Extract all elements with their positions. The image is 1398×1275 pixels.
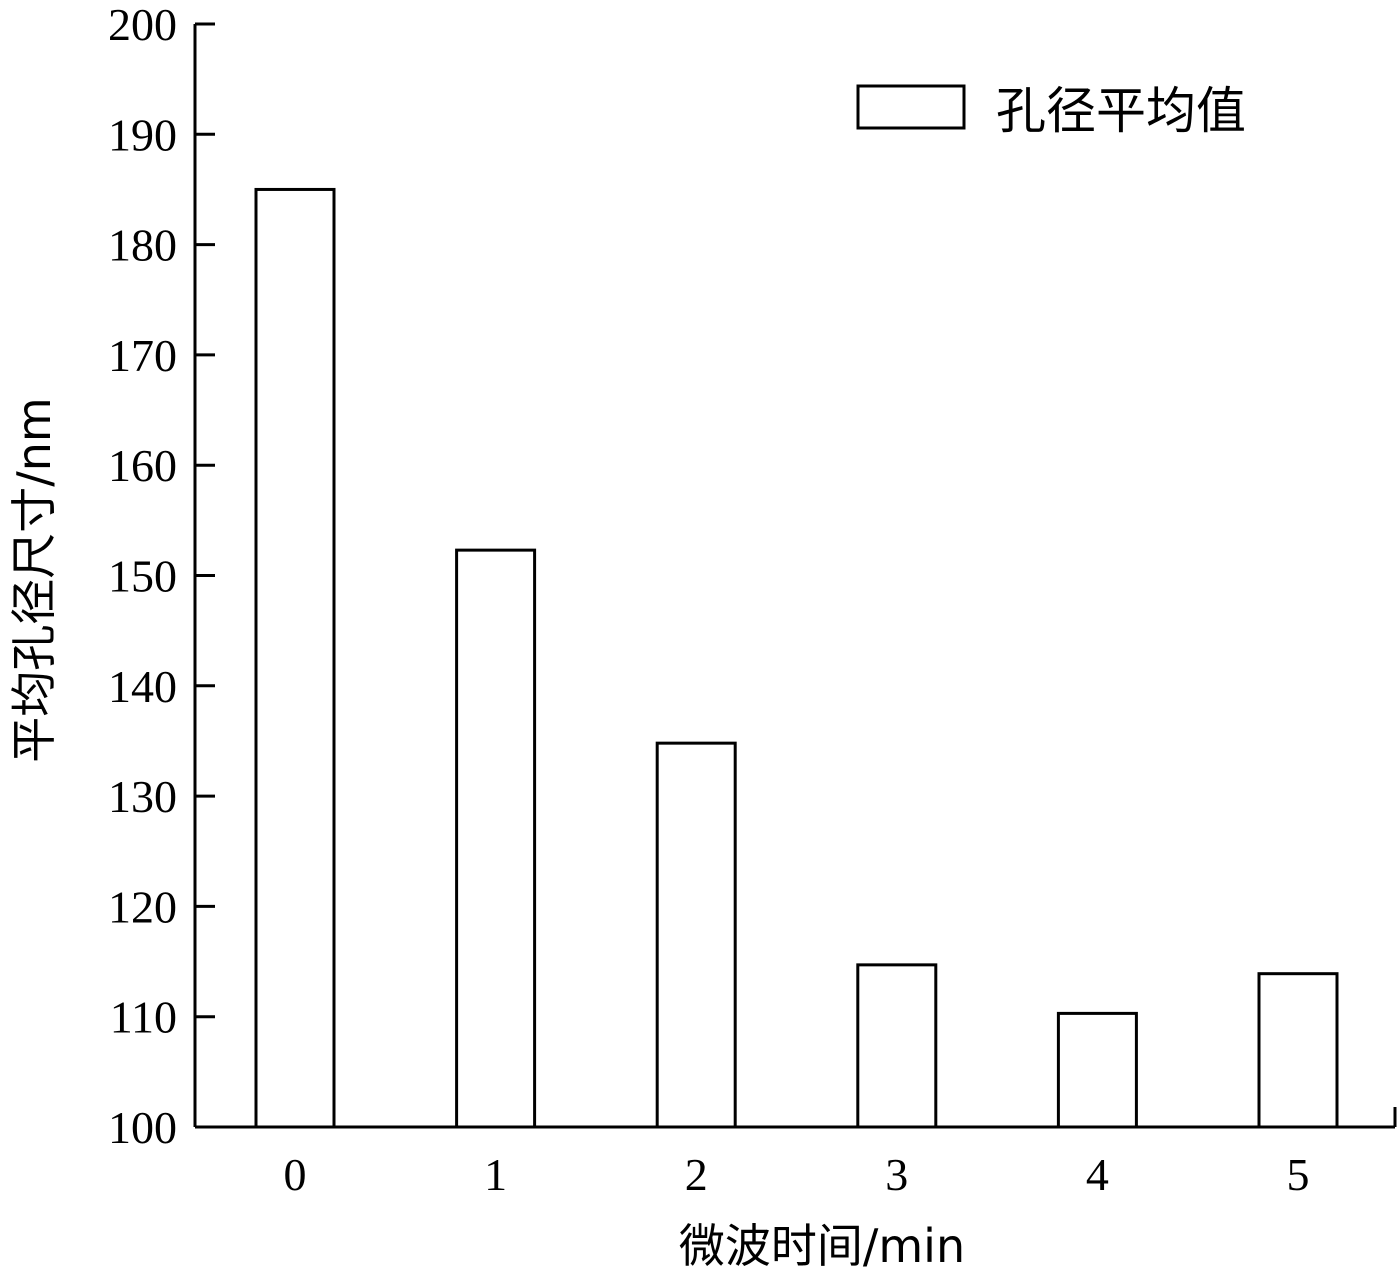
y-tick-label-100: 100 bbox=[108, 1102, 177, 1153]
legend-label: 孔径平均值 bbox=[996, 82, 1246, 140]
y-tick-label-140: 140 bbox=[108, 661, 177, 712]
bars-group bbox=[254, 187, 1339, 1129]
x-tick-label-1: 1 bbox=[484, 1149, 507, 1200]
y-tick-label-180: 180 bbox=[108, 220, 177, 271]
y-tick-label-130: 130 bbox=[108, 771, 177, 822]
x-axis-title: 微波时间/min bbox=[679, 1219, 965, 1273]
bar-2 bbox=[655, 741, 737, 1129]
x-tick-label-2: 2 bbox=[685, 1149, 708, 1200]
y-tick-label-160: 160 bbox=[108, 440, 177, 491]
x-tick-label-5: 5 bbox=[1287, 1149, 1310, 1200]
legend: 孔径平均值 bbox=[856, 82, 1246, 140]
y-tick-label-190: 190 bbox=[108, 109, 177, 160]
bar-3 bbox=[856, 963, 938, 1129]
y-axis-title: 平均孔径尺寸/nm bbox=[7, 397, 61, 762]
x-tick-label-0: 0 bbox=[284, 1149, 307, 1200]
ticks-group: 100 110 120 130 140 150 160 170 180 190 200 0 1 2 3 4 5 bbox=[108, 0, 1310, 1200]
axes-group bbox=[193, 24, 1397, 1129]
y-tick-label-200: 200 bbox=[108, 0, 177, 50]
y-tick-label-150: 150 bbox=[108, 551, 177, 602]
y-tick-label-170: 170 bbox=[108, 330, 177, 381]
legend-swatch bbox=[856, 84, 966, 130]
x-tick-label-4: 4 bbox=[1086, 1149, 1109, 1200]
bar-1 bbox=[455, 548, 537, 1129]
bar-0 bbox=[254, 187, 336, 1129]
bar-5 bbox=[1257, 972, 1339, 1129]
y-tick-label-110: 110 bbox=[110, 992, 177, 1043]
bar-4 bbox=[1056, 1011, 1138, 1129]
y-tick-label-120: 120 bbox=[108, 881, 177, 932]
x-tick-label-3: 3 bbox=[885, 1149, 908, 1200]
